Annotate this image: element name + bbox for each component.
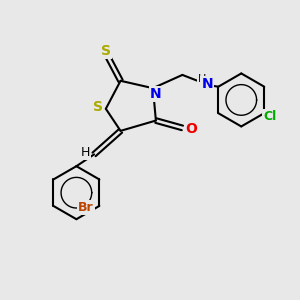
Text: Cl: Cl xyxy=(263,110,277,123)
Text: Br: Br xyxy=(78,201,94,214)
Text: S: S xyxy=(93,100,103,114)
Text: H: H xyxy=(198,74,207,84)
Text: S: S xyxy=(101,44,111,58)
Text: O: O xyxy=(185,122,197,136)
Text: N: N xyxy=(202,77,213,91)
Text: H: H xyxy=(80,146,90,159)
Text: N: N xyxy=(150,87,162,101)
